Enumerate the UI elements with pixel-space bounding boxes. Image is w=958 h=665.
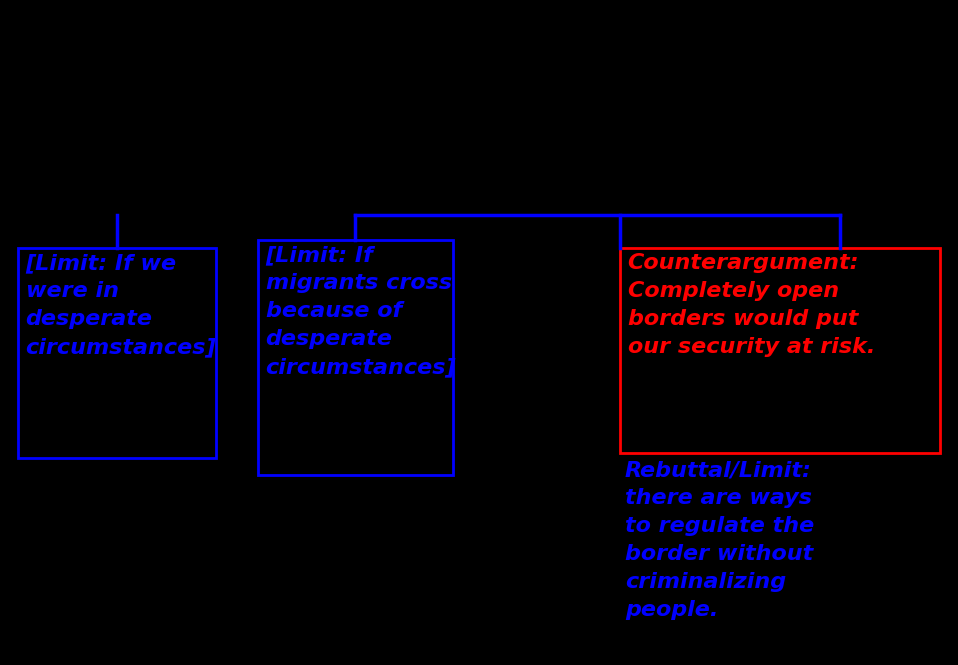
Text: Counterargument:
Completely open
borders would put
our security at risk.: Counterargument: Completely open borders… — [627, 253, 875, 357]
Text: [Limit: If
migrants cross
because of
desperate
circumstances]: [Limit: If migrants cross because of des… — [265, 245, 456, 377]
FancyBboxPatch shape — [18, 248, 216, 458]
Text: [Limit: If we
were in
desperate
circumstances]: [Limit: If we were in desperate circumst… — [26, 253, 217, 357]
FancyBboxPatch shape — [258, 240, 453, 475]
Text: Rebuttal/Limit:
there are ways
to regulate the
border without
criminalizing
peop: Rebuttal/Limit: there are ways to regula… — [625, 460, 814, 620]
FancyBboxPatch shape — [620, 248, 940, 453]
